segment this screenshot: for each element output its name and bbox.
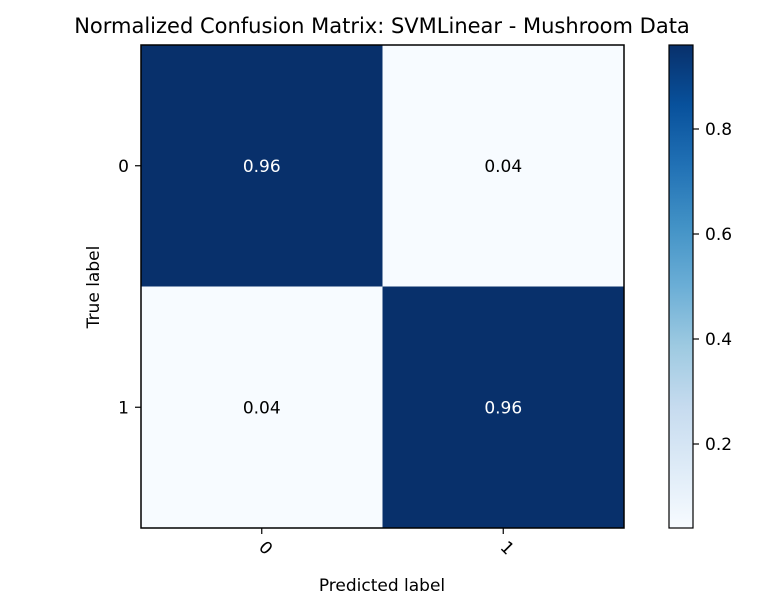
matrix-cell (141, 286, 383, 528)
cell-value-label: 0.04 (243, 398, 281, 418)
y-tick-label: 1 (118, 398, 129, 418)
chart-title: Normalized Confusion Matrix: SVMLinear -… (74, 14, 690, 38)
colorbar-tick-label: 0.2 (705, 435, 732, 455)
y-tick-label: 0 (118, 157, 129, 177)
colorbar-tick-label: 0.8 (705, 120, 732, 140)
plot-frame (140, 44, 625, 529)
y-axis-label: True label (84, 246, 104, 330)
colorbar-tick-label: 0.4 (705, 330, 732, 350)
matrix-cell (141, 45, 383, 287)
x-axis-label: Predicted label (319, 576, 445, 596)
colorbar-tick-label: 0.6 (705, 225, 732, 245)
cell-value-label: 0.96 (484, 398, 522, 418)
x-tick-label: 1 (496, 538, 518, 560)
matrix-cell (382, 286, 624, 528)
matrix-cell (382, 45, 624, 287)
cell-value-label: 0.04 (484, 157, 522, 177)
cell-value-label: 0.96 (243, 157, 281, 177)
colorbar (668, 44, 694, 529)
x-tick-label: 0 (254, 538, 276, 560)
